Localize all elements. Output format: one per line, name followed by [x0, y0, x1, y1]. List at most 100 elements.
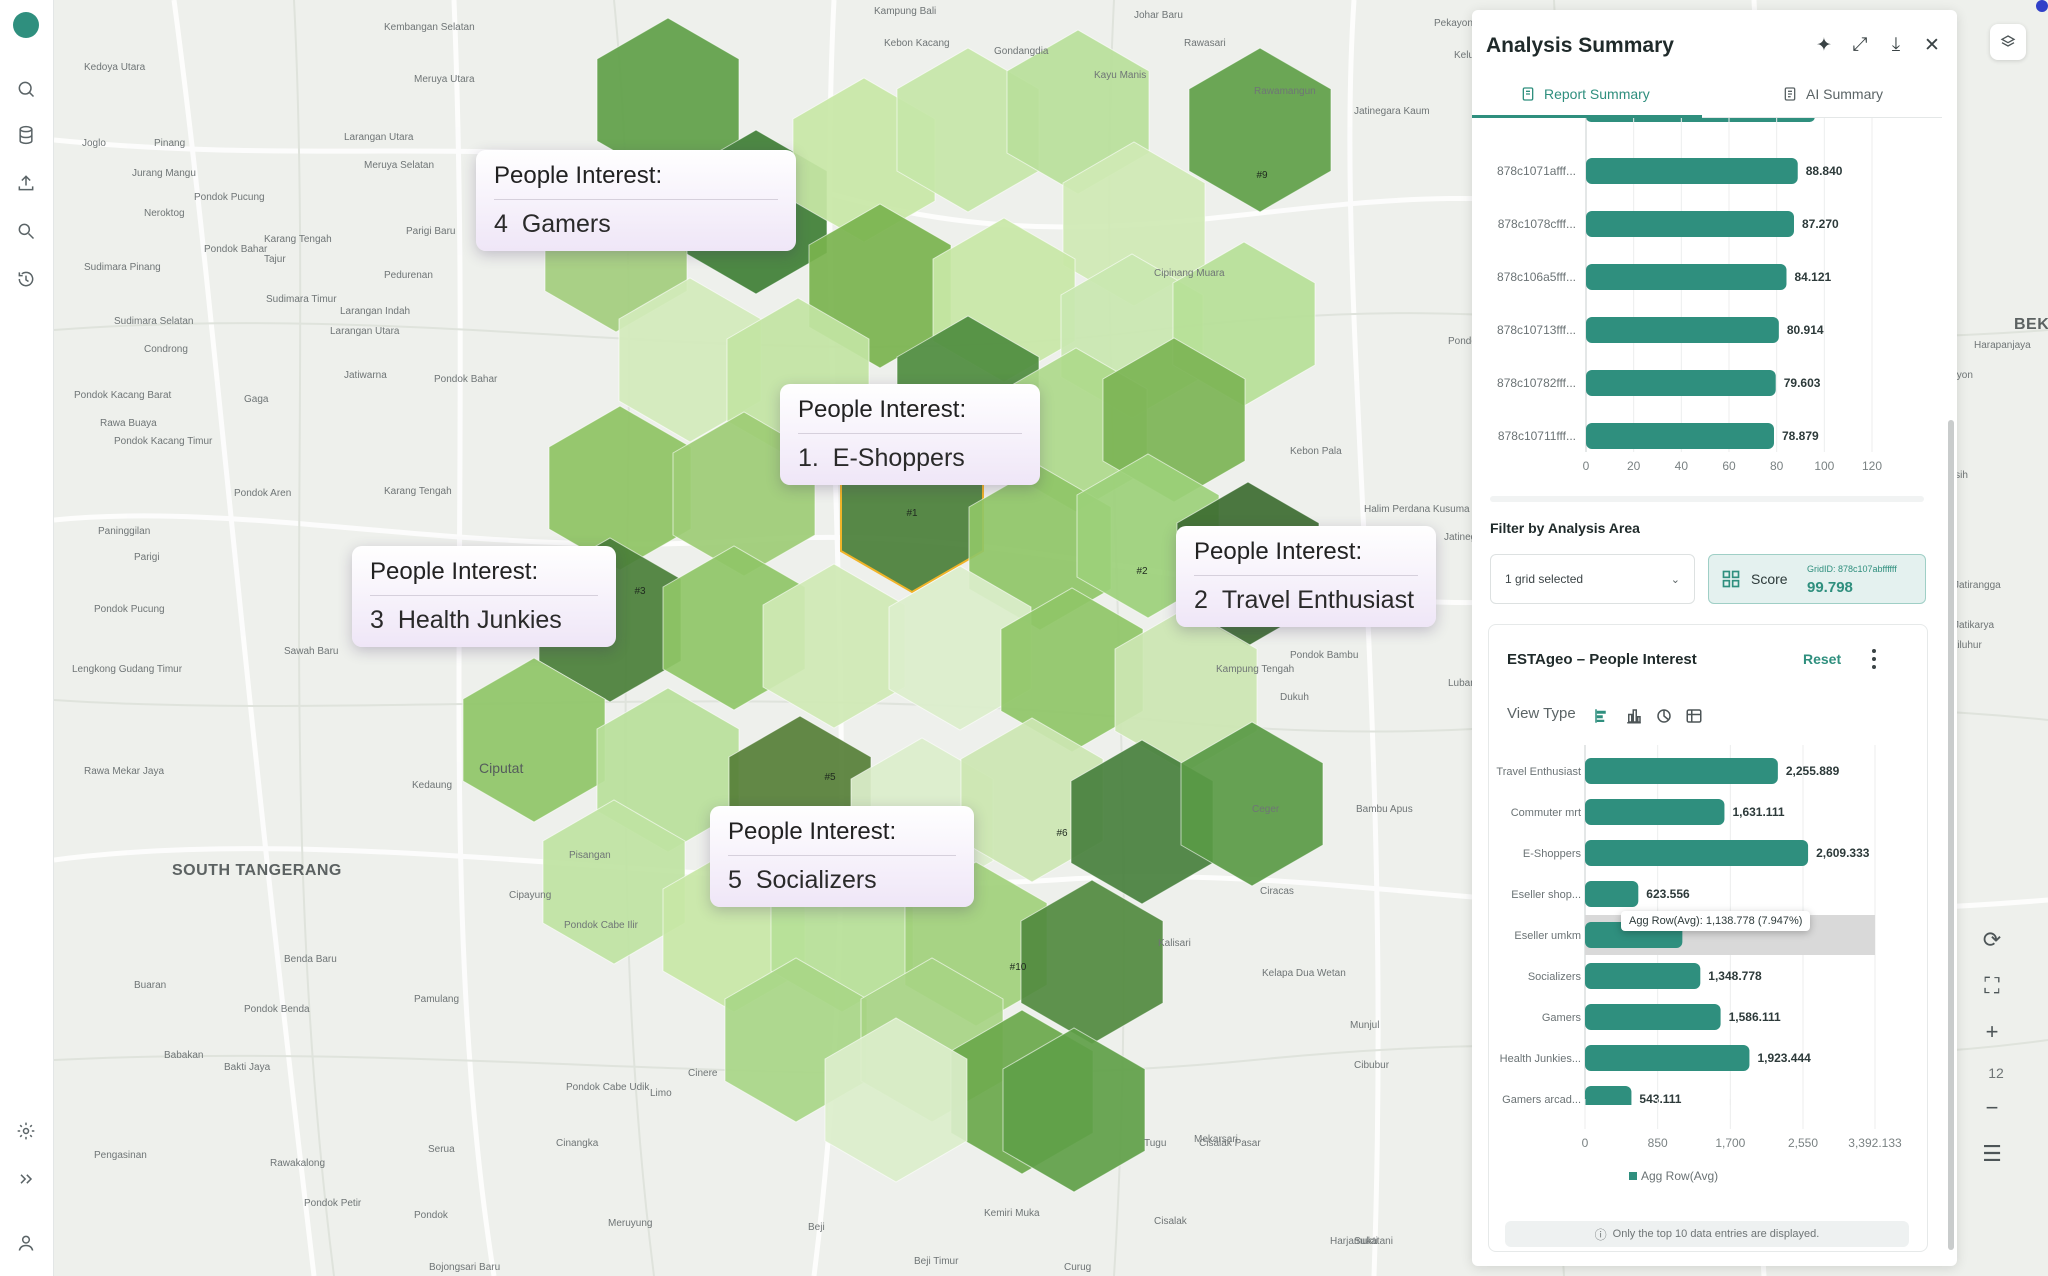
map-place-label: Ciputat	[479, 760, 524, 776]
callout-value: 4 Gamers	[494, 210, 611, 238]
y-tick-label: Socializers	[1528, 971, 1582, 983]
y-tick-label: E-Shoppers	[1523, 848, 1582, 860]
map-place-label: Joglo	[82, 138, 106, 149]
map-place-label: Rawakalong	[270, 1158, 326, 1169]
sparkle-icon[interactable]: ✦	[1816, 34, 1832, 56]
map-place-label: Pamulang	[414, 994, 460, 1005]
map-place-label: Cinere	[688, 1068, 718, 1079]
settings-icon[interactable]	[15, 1120, 37, 1142]
chart-bar[interactable]	[1585, 963, 1701, 989]
chart-bar[interactable]	[1585, 1004, 1721, 1030]
hex-label: #6	[1056, 828, 1068, 839]
map-place-label: Bambu Apus	[1356, 804, 1413, 815]
rotate-icon[interactable]: ⟳	[1982, 927, 2002, 952]
database-icon[interactable]	[15, 124, 37, 146]
map-place-label: Parigi	[134, 552, 160, 563]
card-title: ESTAgeo – People Interest	[1507, 651, 1697, 668]
callout-e-shoppers: People Interest: 1. E-Shoppers	[780, 384, 1040, 485]
logo-icon[interactable]	[13, 12, 39, 38]
horizontal-bar-icon[interactable]	[1591, 705, 1613, 727]
map-place-label: Kelapa Dua Wetan	[1262, 968, 1346, 979]
data-label: 1,631.111	[1732, 805, 1784, 819]
search-icon[interactable]	[15, 220, 37, 242]
tab-report-summary[interactable]: Report Summary	[1520, 86, 1650, 102]
map-place-label: Larangan Indah	[340, 306, 411, 317]
grid-score-chart: 0 20 40 60 80 100 120 878c1071afff... 88.840 878c…	[1497, 118, 1882, 473]
grid-select[interactable]: 1 grid selected ⌄	[1490, 554, 1695, 604]
chart-bar[interactable]	[1586, 423, 1774, 449]
hex-cell[interactable]	[824, 1017, 968, 1183]
left-rail	[0, 0, 54, 1276]
tab-label: Report Summary	[1544, 86, 1650, 102]
active-tab-indicator	[1472, 115, 1702, 118]
map-place-label: Kembangan Selatan	[384, 22, 475, 33]
tab-label: AI Summary	[1806, 86, 1884, 102]
hex-cell[interactable]	[462, 657, 606, 823]
pie-icon[interactable]	[1653, 705, 1675, 727]
ai-summary-icon	[1784, 87, 1796, 101]
map-place-label: Pedurenan	[384, 270, 433, 281]
map-place-label: Gondangdia	[994, 46, 1049, 57]
chart-bar[interactable]	[1586, 158, 1798, 184]
tab-ai-summary[interactable]: AI Summary	[1782, 86, 1883, 102]
map-place-label: Neroktog	[144, 208, 185, 219]
close-icon[interactable]: ✕	[1924, 34, 1940, 56]
y-tick-label: Travel Enthusiast	[1496, 766, 1581, 778]
history-icon[interactable]	[15, 268, 37, 290]
chart-bar[interactable]	[1586, 211, 1794, 237]
callout-gamers: People Interest: 4 Gamers	[476, 150, 796, 251]
y-tick-label: Eseller umkm	[1514, 930, 1581, 942]
legend-swatch	[1629, 1172, 1637, 1180]
upload-icon[interactable]	[15, 172, 37, 194]
panel-scrollbar[interactable]	[1948, 420, 1954, 1250]
hex-cell[interactable]	[542, 799, 686, 965]
vertical-bar-icon[interactable]	[1623, 705, 1645, 727]
map-search-icon[interactable]	[15, 78, 37, 100]
map-place-label: Jurang Mangu	[132, 168, 196, 179]
hex-cell[interactable]	[1002, 1027, 1146, 1193]
chart-bar[interactable]	[1585, 1045, 1750, 1071]
chart-bar[interactable]	[1585, 1086, 1632, 1105]
hex-cell[interactable]	[888, 565, 1032, 731]
map-place-label: SOUTH TANGERANG	[172, 862, 342, 879]
chart-bar[interactable]	[1586, 370, 1776, 396]
score-card[interactable]: Score GridID: 878c107abffffff 99.798	[1708, 554, 1926, 604]
chart-tooltip: Agg Row(Avg): 1,138.778 (7.947%)	[1621, 911, 1811, 931]
expand-icon[interactable]: ⤢	[1852, 34, 1868, 55]
map-place-label: Sudimara Selatan	[114, 316, 194, 327]
map-place-label: Sudimara Pinang	[84, 262, 161, 273]
legend-list-icon[interactable]: ☰	[1982, 1141, 2002, 1166]
hex-cell[interactable]	[960, 717, 1104, 883]
download-icon[interactable]: ⤓	[1891, 34, 1901, 55]
fullscreen-icon[interactable]: ⛶	[1984, 973, 2000, 998]
hex-cell[interactable]	[1180, 721, 1324, 887]
chart-bar[interactable]	[1585, 758, 1778, 784]
map-place-label: Rawa Buaya	[100, 418, 157, 429]
chart-bar[interactable]	[1585, 881, 1639, 907]
zoom-out-button[interactable]: −	[1985, 1095, 1999, 1120]
data-label: 543.111	[1639, 1092, 1681, 1105]
map-place-label: Rawamangun	[1254, 86, 1316, 97]
map-place-label: Lengkong Gudang Timur	[72, 664, 183, 675]
chart-bar[interactable]	[1585, 840, 1809, 866]
panel-tabs: Report Summary AI Summary	[1472, 78, 1942, 118]
map-place-label: Cipinang Muara	[1154, 268, 1225, 279]
chart-bar[interactable]	[1586, 317, 1779, 343]
chart-bar[interactable]	[1585, 799, 1725, 825]
user-icon[interactable]	[15, 1232, 37, 1254]
hex-label: #2	[1136, 566, 1148, 577]
map-place-label: Tajur	[264, 254, 286, 265]
hex-cell[interactable]	[1188, 47, 1332, 213]
expand-icon[interactable]	[15, 1168, 37, 1190]
legend-label[interactable]: Agg Row(Avg)	[1641, 1169, 1718, 1183]
map-place-label: Rawa Mekar Jaya	[84, 766, 165, 777]
map-place-label: Jatinegara Kaum	[1354, 106, 1430, 117]
zoom-in-button[interactable]: +	[1985, 1019, 1999, 1044]
table-icon[interactable]	[1683, 705, 1705, 727]
map-place-label: Ceger	[1252, 804, 1280, 815]
reset-button[interactable]: Reset	[1803, 651, 1842, 667]
chart-bar[interactable]	[1586, 264, 1787, 290]
layer-toggle-button[interactable]	[1990, 24, 2026, 60]
more-options-icon[interactable]	[1869, 647, 1879, 671]
map-place-label: Paninggilan	[98, 526, 151, 537]
